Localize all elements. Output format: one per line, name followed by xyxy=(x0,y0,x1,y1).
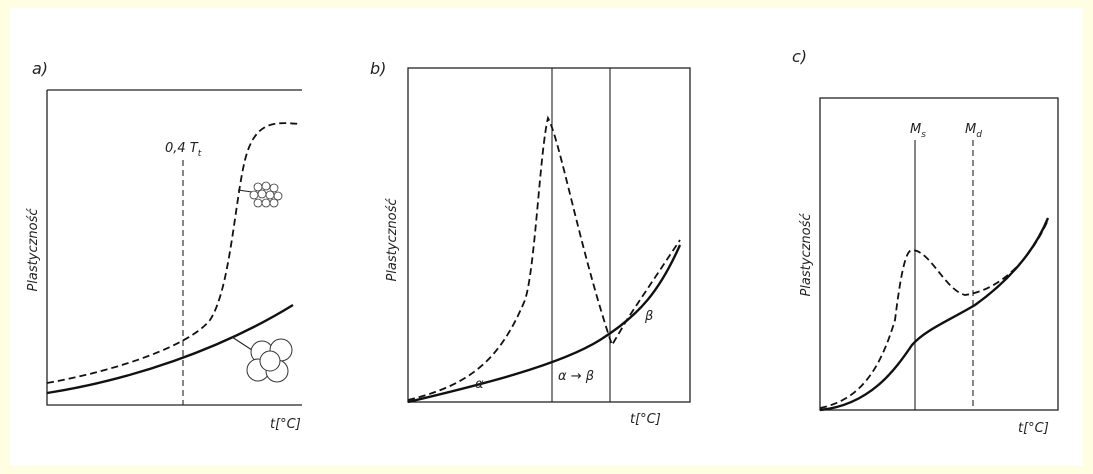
y-axis-label: Plastyczność xyxy=(26,208,41,292)
panel-b: b) Plastyczność t[°C] α α → β β xyxy=(370,59,691,427)
annotation: α xyxy=(475,377,484,392)
annotation: Ms xyxy=(910,122,926,140)
dashed-curve xyxy=(407,115,681,401)
coarse-grain-curve xyxy=(46,303,294,395)
annotation-text: M xyxy=(965,122,976,137)
x-axis-label: t[°C] xyxy=(1018,421,1049,436)
x-axis-label: t[°C] xyxy=(630,412,661,427)
y-axis-label: Plastyczność xyxy=(799,213,814,297)
annotation-text: M xyxy=(910,122,921,137)
annotation-sub: s xyxy=(921,130,926,140)
frame xyxy=(819,97,1059,411)
page xyxy=(10,8,1083,466)
annotation-sub: t xyxy=(198,149,202,159)
panel-a: a) Plastyczność t[°C] 0,4 Tt xyxy=(26,59,302,432)
annotation-text: 0,4 T xyxy=(165,141,199,156)
annotation: α → β xyxy=(558,369,594,384)
solid-curve xyxy=(819,217,1050,412)
y-axis-label: Plastyczność xyxy=(385,198,400,282)
frame xyxy=(46,89,302,406)
fine-grain-curve xyxy=(46,122,301,384)
fine-grain-icon xyxy=(249,181,283,208)
x-axis-label: t[°C] xyxy=(270,417,301,432)
transition-lines xyxy=(551,68,611,402)
annotation: 0,4 Tt xyxy=(165,141,202,159)
frame xyxy=(407,67,691,403)
annotation-sub: d xyxy=(976,130,982,140)
panel-label: a) xyxy=(32,59,48,78)
panel-c: c) Plastyczność t[°C] Ms Md xyxy=(792,47,1059,436)
annotation: β xyxy=(644,309,653,324)
annotation: Md xyxy=(965,122,982,140)
panel-label: b) xyxy=(370,59,386,78)
panel-label: c) xyxy=(792,47,807,66)
coarse-grain-icon xyxy=(246,338,293,383)
solid-curve xyxy=(407,244,682,404)
dashed-curve xyxy=(819,219,1049,409)
